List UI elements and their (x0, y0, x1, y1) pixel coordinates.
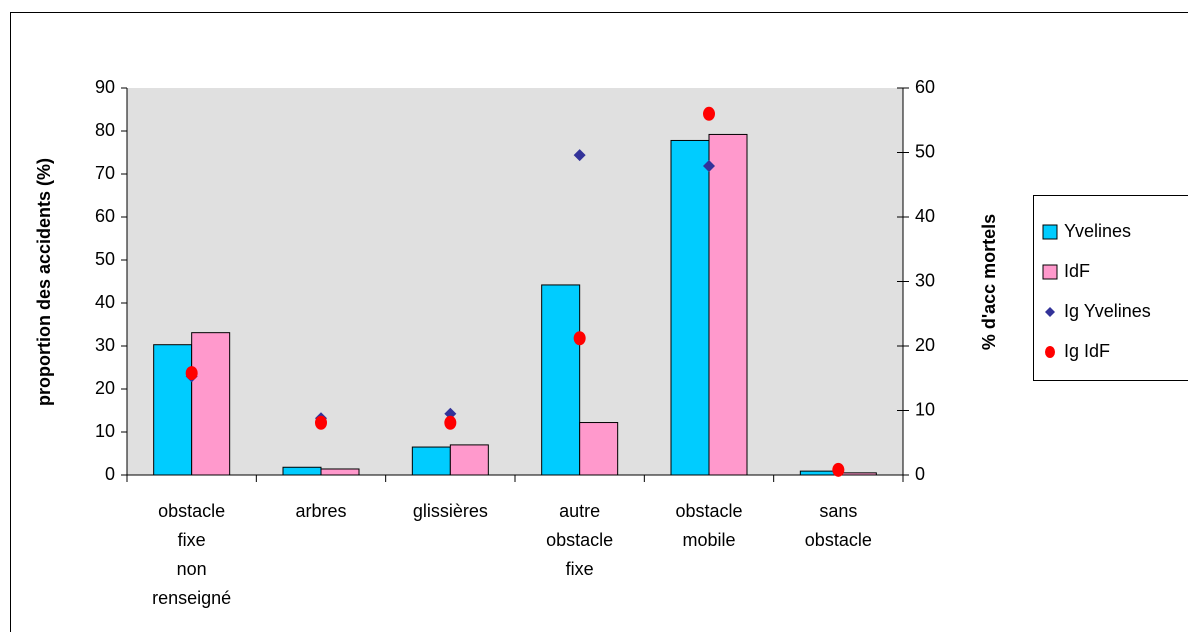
y2-tick-label: 0 (915, 464, 925, 484)
y-tick-label: 90 (95, 77, 115, 97)
y-tick-label: 60 (95, 206, 115, 226)
bar (321, 469, 359, 475)
bar (450, 445, 488, 475)
point (832, 463, 844, 477)
point (574, 331, 586, 345)
y-tick-label: 30 (95, 335, 115, 355)
y2-tick-label: 50 (915, 141, 935, 161)
legend-swatch (1043, 225, 1057, 239)
y2-tick-label: 40 (915, 206, 935, 226)
bar (580, 423, 618, 475)
x-tick-label: fixe (178, 530, 206, 550)
y2-tick-label: 10 (915, 399, 935, 419)
point (186, 366, 198, 380)
x-tick-label: renseigné (152, 588, 231, 608)
point (444, 416, 456, 430)
plot-area (127, 88, 903, 475)
legend-swatch (1045, 346, 1055, 358)
y2-axis-title: % d'acc mortels (979, 214, 999, 350)
bar (283, 467, 321, 475)
point (315, 416, 327, 430)
x-tick-label: autre (559, 501, 600, 521)
legend-label: Yvelines (1064, 221, 1131, 241)
y2-tick-label: 30 (915, 270, 935, 290)
y-tick-label: 0 (105, 464, 115, 484)
bar (671, 140, 709, 475)
bar (838, 473, 876, 475)
bar (542, 285, 580, 475)
x-tick-label: obstacle (805, 530, 872, 550)
y-tick-label: 40 (95, 292, 115, 312)
x-tick-label: arbres (295, 501, 346, 521)
x-tick-label: sans (819, 501, 857, 521)
bar (192, 333, 230, 475)
bar (154, 345, 192, 475)
y-tick-label: 50 (95, 249, 115, 269)
x-tick-label: fixe (566, 559, 594, 579)
point (703, 107, 715, 121)
legend-label: IdF (1064, 261, 1090, 281)
x-tick-label: glissières (413, 501, 488, 521)
y2-tick-label: 20 (915, 335, 935, 355)
legend-label: Ig IdF (1064, 341, 1110, 361)
y-tick-label: 20 (95, 378, 115, 398)
y-tick-label: 80 (95, 120, 115, 140)
y-axis-title: proportion des accidents (%) (34, 158, 54, 406)
y-tick-label: 70 (95, 163, 115, 183)
x-tick-label: mobile (682, 530, 735, 550)
y2-tick-label: 60 (915, 77, 935, 97)
x-tick-label: non (177, 559, 207, 579)
x-tick-label: obstacle (546, 530, 613, 550)
legend-label: Ig Yvelines (1064, 301, 1151, 321)
legend-swatch (1043, 265, 1057, 279)
bar (709, 134, 747, 475)
x-tick-label: obstacle (675, 501, 742, 521)
y-tick-label: 10 (95, 421, 115, 441)
x-tick-label: obstacle (158, 501, 225, 521)
bar (412, 447, 450, 475)
